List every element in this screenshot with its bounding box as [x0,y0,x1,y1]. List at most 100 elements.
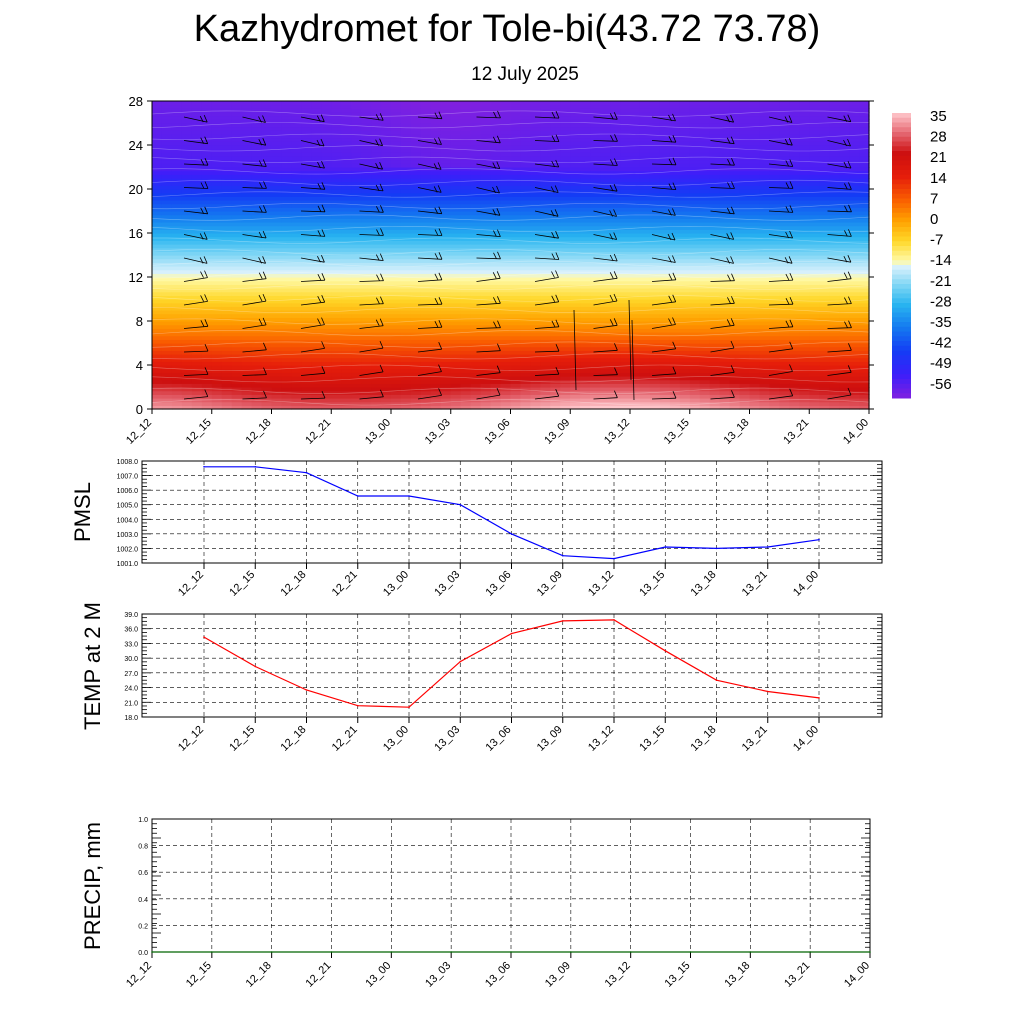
x-tick-label: 13_03 [423,960,453,990]
x-tick-label: 13_21 [740,569,770,599]
y-tick-label: 18.0 [124,715,138,722]
x-tick-label: 12_21 [304,960,334,990]
x-tick-label: 12_18 [279,724,309,754]
colorbar-label: -21 [930,273,952,290]
data-point [715,679,718,681]
x-tick-label: 12_21 [303,417,333,447]
x-tick-label: 12_12 [124,417,154,447]
data-point [203,466,205,468]
colorbar-label: -7 [930,232,943,249]
y-tick-label: 12 [129,270,143,285]
data-point [254,665,257,668]
x-tick-label: 13_00 [363,960,393,990]
data-point [818,538,820,541]
x-tick-label: 13_03 [432,724,462,754]
data-point [629,951,632,953]
x-tick-label: 14_00 [841,417,871,447]
x-tick-label: 13_18 [722,417,752,447]
data-point [305,471,308,474]
colorbar-label: 0 [930,211,938,228]
colorbar-label: 7 [930,190,938,207]
colorbar-label: -49 [930,355,952,372]
data-point [510,951,512,953]
x-tick-label: 13_00 [363,417,393,447]
data-point [510,632,513,635]
x-tick-label: 13_12 [586,569,616,599]
data-point [613,557,615,560]
data-point [869,951,871,953]
data-point [390,951,393,953]
y-axis-label: PMSL [70,482,95,542]
x-tick-label: 13_12 [586,724,616,754]
colorbar-label: -42 [930,335,952,352]
colorbar-label: -35 [930,314,952,331]
x-tick-label: 14_00 [791,724,821,754]
y-tick-label: 30.0 [124,656,138,663]
x-tick-label: 12_15 [184,960,214,990]
x-tick-label: 13_06 [483,417,513,447]
y-tick-label: 0 [136,402,143,417]
y-tick-label: 24 [129,138,143,153]
x-tick-label: 12_21 [330,569,360,599]
x-tick-label: 12_15 [227,569,257,599]
x-tick-label: 13_18 [689,724,719,754]
data-point [330,951,333,953]
x-tick-label: 13_09 [543,960,573,990]
wind-barbs [183,110,852,401]
data-point [408,706,410,708]
y-tick-label: 0.4 [138,897,148,904]
heatmap-contours [151,110,870,406]
data-point [450,951,453,953]
plot-frame [141,460,883,564]
data-point [270,951,273,953]
minor-ticks [142,460,882,564]
x-tick-label: 12_18 [279,569,309,599]
y-tick-label: 1.0 [138,817,148,824]
y-tick-label: 1005.0 [117,503,139,510]
data-point [767,546,769,548]
x-tick-label: 13_03 [423,417,453,447]
data-point [305,689,308,691]
x-tick-label: 13_15 [663,960,693,990]
data-point [689,951,692,953]
data-point [570,951,572,953]
x-tick-label: 12_15 [227,724,257,754]
x-tick-label: 13_00 [381,569,411,599]
y-tick-label: 8 [136,314,143,329]
colorbar-label: 35 [930,108,947,125]
y-axis-label: PRECIP, mm [80,822,105,950]
x-tick-label: 13_21 [740,724,770,754]
y-tick-label: 1002.0 [117,546,139,553]
y-tick-label: 1004.0 [117,517,139,524]
data-point [254,466,257,468]
x-tick-label: 13_03 [432,569,462,599]
data-point [715,547,718,550]
y-tick-label: 0.0 [138,950,148,957]
chart-title: Kazhydromet for Tole-bi(43.72 73.78) [193,8,821,50]
x-tick-label: 12_12 [176,724,206,754]
grid-lines [152,819,870,952]
x-tick-label: 13_09 [535,724,565,754]
data-point [151,951,153,953]
y-tick-label: 24.0 [124,686,138,693]
colorbar [892,113,911,399]
x-tick-label: 13_06 [484,569,514,599]
data-point [357,704,359,707]
data-point [749,951,752,953]
x-tick-label: 12_12 [124,960,154,990]
x-tick-label: 13_18 [689,569,719,599]
x-tick-label: 13_15 [637,724,667,754]
x-tick-label: 12_15 [184,417,214,447]
data-point [459,660,462,663]
data-point [459,503,462,506]
x-tick-label: 13_09 [535,569,565,599]
y-tick-label: 1003.0 [117,532,139,539]
y-tick-label: 36.0 [124,627,138,634]
y-tick-label: 28 [129,94,143,109]
x-tick-label: 13_12 [603,960,633,990]
chart-subtitle: 12 July 2025 [471,64,579,85]
y-tick-label: 4 [136,358,143,373]
data-point [664,546,667,548]
x-tick-label: 13_06 [484,724,514,754]
